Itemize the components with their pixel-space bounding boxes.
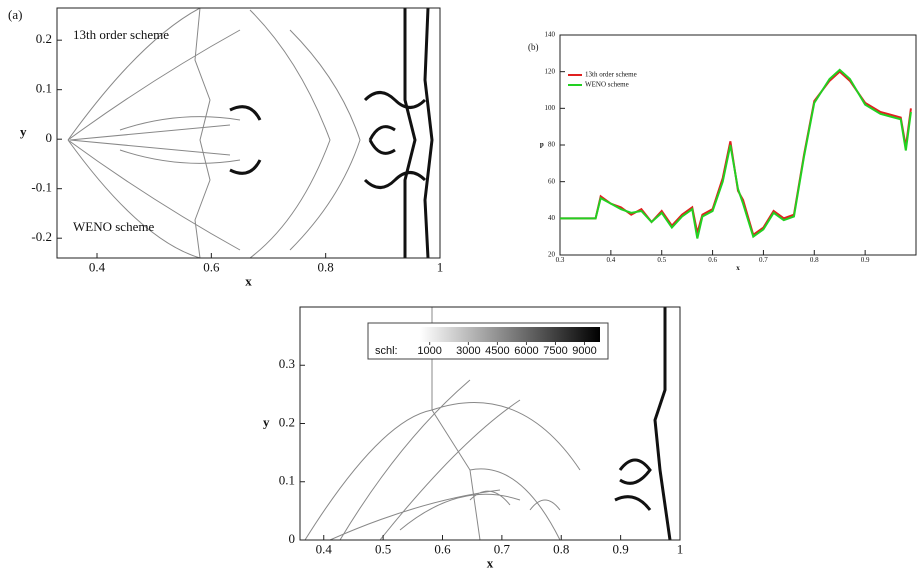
colorbar-tick-label: 4500	[485, 345, 509, 357]
y-tick-label: 0	[289, 531, 296, 546]
figure: 0.4 0.6 0.8 1 -0.2 -0.1 0 0.1 0.2 x y (a) 13th order…	[0, 0, 920, 569]
y-tick-label: 140	[545, 31, 556, 39]
x-tick-label: 0.7	[759, 256, 768, 264]
x-tick-label: 0.6	[708, 256, 717, 264]
y-tick-label: 0	[46, 130, 53, 145]
x-tick-label: 0.8	[810, 256, 819, 264]
legend-label: 13th order scheme	[585, 71, 637, 79]
y-tick-label: 0.1	[279, 473, 295, 488]
x-tick-label: 0.6	[203, 259, 220, 274]
x-tick-label: 0.9	[613, 541, 629, 556]
y-axis-label: y	[20, 124, 27, 139]
x-tick-label: 0.4	[316, 541, 333, 556]
x-tick-label: 0.4	[89, 259, 106, 274]
y-tick-label: 0.3	[279, 356, 295, 371]
panel-label: (b)	[528, 42, 539, 52]
x-tick-label: 0.8	[318, 259, 334, 274]
colorbar-tick-label: 7500	[543, 345, 567, 357]
x-axis-label: x	[487, 556, 494, 569]
plot-area	[560, 35, 916, 255]
annotation: WENO scheme	[73, 219, 154, 234]
y-axis-label: y	[263, 414, 270, 429]
colorbar-tick-label: 3000	[456, 345, 480, 357]
y-tick-label: -0.2	[31, 229, 52, 244]
x-tick-label: 1	[437, 259, 444, 274]
y-tick-label: 0.2	[36, 31, 52, 46]
y-tick-label: 0.2	[279, 414, 295, 429]
annotation: 13th order scheme	[73, 27, 169, 42]
colorbar	[420, 327, 600, 342]
colorbar-label: schl:	[375, 345, 398, 357]
y-tick-label: 120	[545, 67, 556, 75]
panels: 0.4 0.6 0.8 1 -0.2 -0.1 0 0.1 0.2 x y (a) 13th order…	[8, 7, 916, 569]
x-tick-label: 0.8	[553, 541, 569, 556]
y-tick-label: -0.1	[31, 180, 52, 195]
x-tick-label: 0.5	[375, 541, 391, 556]
legend-label: WENO scheme	[585, 81, 629, 89]
x-tick-label: 1	[677, 541, 684, 556]
panel-label: (a)	[8, 7, 22, 22]
y-tick-label: 0.1	[36, 81, 52, 96]
y-tick-label: 40	[548, 214, 556, 222]
x-tick-label: 0.3	[556, 256, 565, 264]
x-tick-label: 0.7	[494, 541, 511, 556]
x-tick-label: 0.4	[606, 256, 615, 264]
y-tick-label: 80	[548, 141, 556, 149]
colorbar-tick-label: 9000	[572, 345, 596, 357]
x-axis-label: x	[736, 264, 740, 272]
y-tick-label: 60	[548, 177, 556, 185]
x-axis-label: x	[245, 274, 252, 289]
y-tick-label: 100	[545, 104, 556, 112]
y-tick-label: 20	[548, 251, 556, 259]
colorbar-tick-label: 1000	[417, 345, 441, 357]
x-tick-label: 0.5	[657, 256, 666, 264]
y-axis-label: p	[540, 141, 544, 149]
x-tick-label: 0.9	[861, 256, 870, 264]
colorbar-tick-label: 6000	[514, 345, 538, 357]
x-tick-label: 0.6	[434, 541, 451, 556]
